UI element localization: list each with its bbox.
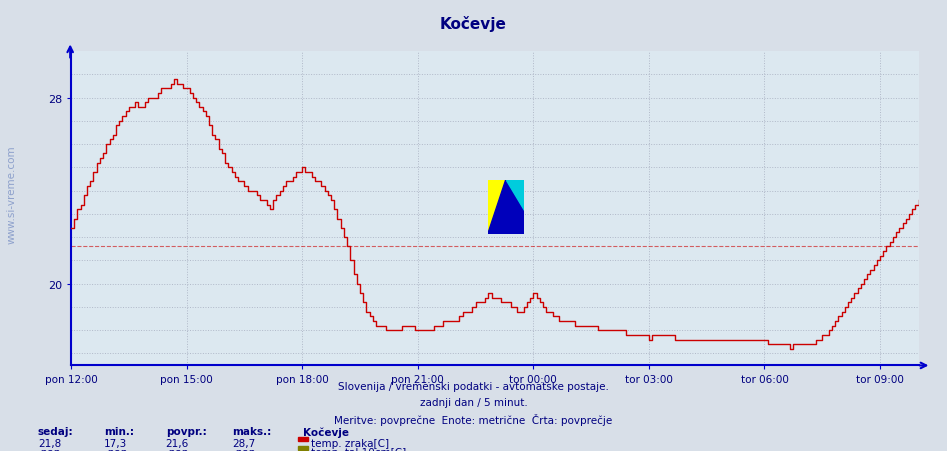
Text: -nan: -nan [166, 447, 189, 451]
Text: Kočevje: Kočevje [440, 16, 507, 32]
Text: 28,7: 28,7 [232, 438, 256, 448]
Text: 21,6: 21,6 [166, 438, 189, 448]
Text: 21,8: 21,8 [38, 438, 62, 448]
Polygon shape [506, 180, 524, 210]
Text: maks.:: maks.: [232, 426, 271, 436]
Text: temp. tal 10cm[C]: temp. tal 10cm[C] [311, 447, 406, 451]
Text: temp. zraka[C]: temp. zraka[C] [311, 438, 388, 448]
Text: povpr.:: povpr.: [166, 426, 206, 436]
Text: Meritve: povprečne  Enote: metrične  Črta: povprečje: Meritve: povprečne Enote: metrične Črta:… [334, 413, 613, 425]
Polygon shape [488, 180, 506, 235]
Text: -nan: -nan [232, 447, 256, 451]
Text: Kočevje: Kočevje [303, 426, 349, 437]
Text: Slovenija / vremenski podatki - avtomatske postaje.: Slovenija / vremenski podatki - avtomats… [338, 381, 609, 391]
Text: 17,3: 17,3 [104, 438, 128, 448]
Text: min.:: min.: [104, 426, 134, 436]
Polygon shape [488, 180, 524, 235]
Text: zadnji dan / 5 minut.: zadnji dan / 5 minut. [420, 397, 527, 407]
Text: sedaj:: sedaj: [38, 426, 74, 436]
Text: -nan: -nan [104, 447, 128, 451]
Text: www.si-vreme.com: www.si-vreme.com [7, 145, 16, 243]
Text: -nan: -nan [38, 447, 62, 451]
